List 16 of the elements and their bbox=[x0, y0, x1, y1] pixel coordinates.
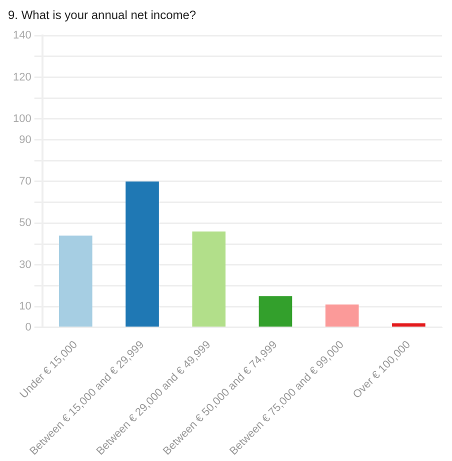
y-tick-label: 90 bbox=[19, 134, 32, 146]
bar bbox=[126, 181, 159, 327]
y-tick-label: 50 bbox=[19, 217, 32, 230]
y-tick-label: 120 bbox=[12, 71, 32, 84]
bar bbox=[392, 323, 426, 327]
bar bbox=[59, 236, 92, 327]
y-tick-label: 70 bbox=[19, 176, 32, 188]
bar bbox=[325, 304, 359, 327]
y-tick-label: 100 bbox=[12, 112, 32, 125]
chart-title: 9. What is your annual net income? bbox=[7, 7, 198, 24]
y-tick-label: 0 bbox=[25, 321, 32, 334]
y-tick-label: 30 bbox=[19, 258, 32, 271]
bar bbox=[192, 232, 226, 327]
y-tick-label: 10 bbox=[19, 300, 32, 313]
bar bbox=[258, 296, 292, 327]
y-tick-label: 140 bbox=[12, 30, 32, 42]
